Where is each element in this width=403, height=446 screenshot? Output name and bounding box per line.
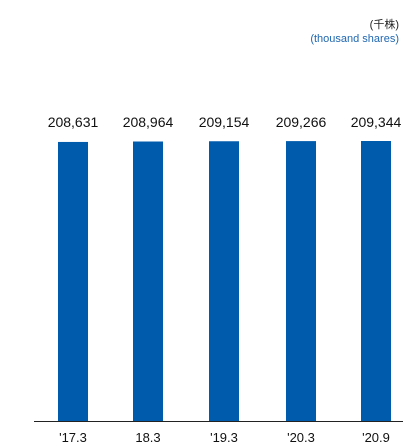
value-label-2: 209,154 <box>199 114 250 130</box>
x-tick-label-3: '20.3 <box>287 430 315 445</box>
value-label-4: 209,344 <box>351 114 402 130</box>
bar-0 <box>58 141 88 421</box>
bar-1 <box>133 141 163 422</box>
x-tick-label-4: '20.9 <box>362 430 390 445</box>
bar-2 <box>209 141 239 421</box>
x-tick-label-0: '17.3 <box>59 430 87 445</box>
bar-4 <box>361 141 391 421</box>
unit-label-en: (thousand shares) <box>310 33 399 45</box>
value-label-0: 208,631 <box>48 114 99 130</box>
value-label-1: 208,964 <box>123 114 174 130</box>
unit-label-ja: (千株) <box>369 19 399 31</box>
x-tick-label-2: '19.3 <box>210 430 238 445</box>
x-tick-label-1: 18.3 <box>135 430 160 445</box>
value-label-3: 209,266 <box>276 114 327 130</box>
bar-3 <box>286 141 316 422</box>
unit-label: (千株) (thousand shares) <box>310 18 399 46</box>
